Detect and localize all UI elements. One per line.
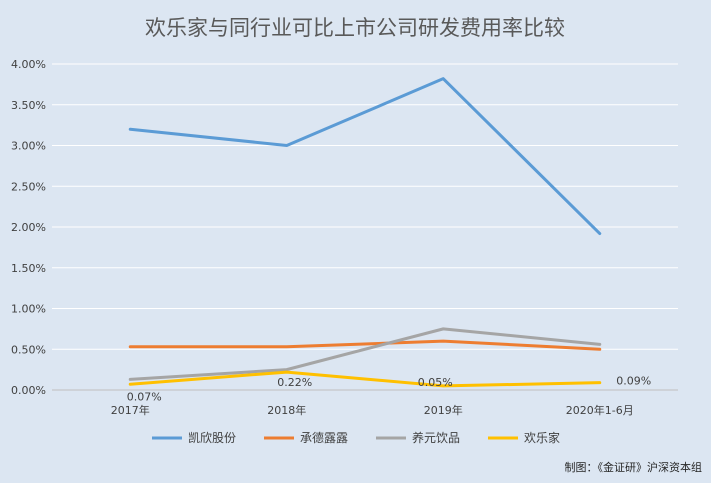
- y-tick-label: 0.50%: [11, 343, 46, 356]
- x-tick-label: 2019年: [424, 403, 463, 417]
- legend-label: 养元饮品: [412, 430, 460, 445]
- y-tick-label: 2.00%: [11, 221, 46, 234]
- series-line-2: [128, 327, 602, 381]
- y-tick-label: 2.50%: [11, 180, 46, 193]
- x-tick-label: 2018年: [267, 403, 306, 417]
- y-axis: 0.00% 0.50% 1.00% 1.50% 2.00% 2.50% 3.00% 3.50%…: [11, 58, 46, 397]
- y-tick-label: 3.50%: [11, 99, 46, 112]
- x-tick-label: 2020年1-6月: [566, 403, 634, 417]
- grid: [52, 63, 678, 391]
- series-line-3: [128, 370, 602, 388]
- data-label: 0.05%: [418, 376, 453, 389]
- x-tick-label: 2017年: [111, 403, 150, 417]
- x-axis: 2017年 2018年 2019年 2020年1-6月: [111, 403, 634, 417]
- legend: 凯欣股份 承德露露 养元饮品 欢乐家: [152, 430, 560, 445]
- series-lines: [128, 77, 602, 388]
- data-labels: 0.07% 0.22% 0.05% 0.09%: [127, 375, 651, 404]
- y-tick-label: 3.00%: [11, 140, 46, 153]
- series-line-1: [128, 339, 602, 351]
- chart-title: 欢乐家与同行业可比上市公司研发费用率比较: [145, 16, 565, 40]
- credit-text: 制图：《金证研》沪深资本组: [565, 460, 703, 474]
- legend-label: 欢乐家: [524, 430, 560, 445]
- data-label: 0.22%: [277, 376, 312, 389]
- y-tick-label: 1.00%: [11, 303, 46, 316]
- y-tick-label: 0.00%: [11, 384, 46, 397]
- legend-label: 凯欣股份: [188, 431, 236, 445]
- series-line-0: [128, 77, 602, 236]
- y-tick-label: 4.00%: [11, 58, 46, 71]
- y-tick-label: 1.50%: [11, 262, 46, 275]
- data-label: 0.07%: [127, 390, 162, 403]
- legend-label: 承德露露: [300, 430, 348, 445]
- data-label: 0.09%: [616, 375, 651, 388]
